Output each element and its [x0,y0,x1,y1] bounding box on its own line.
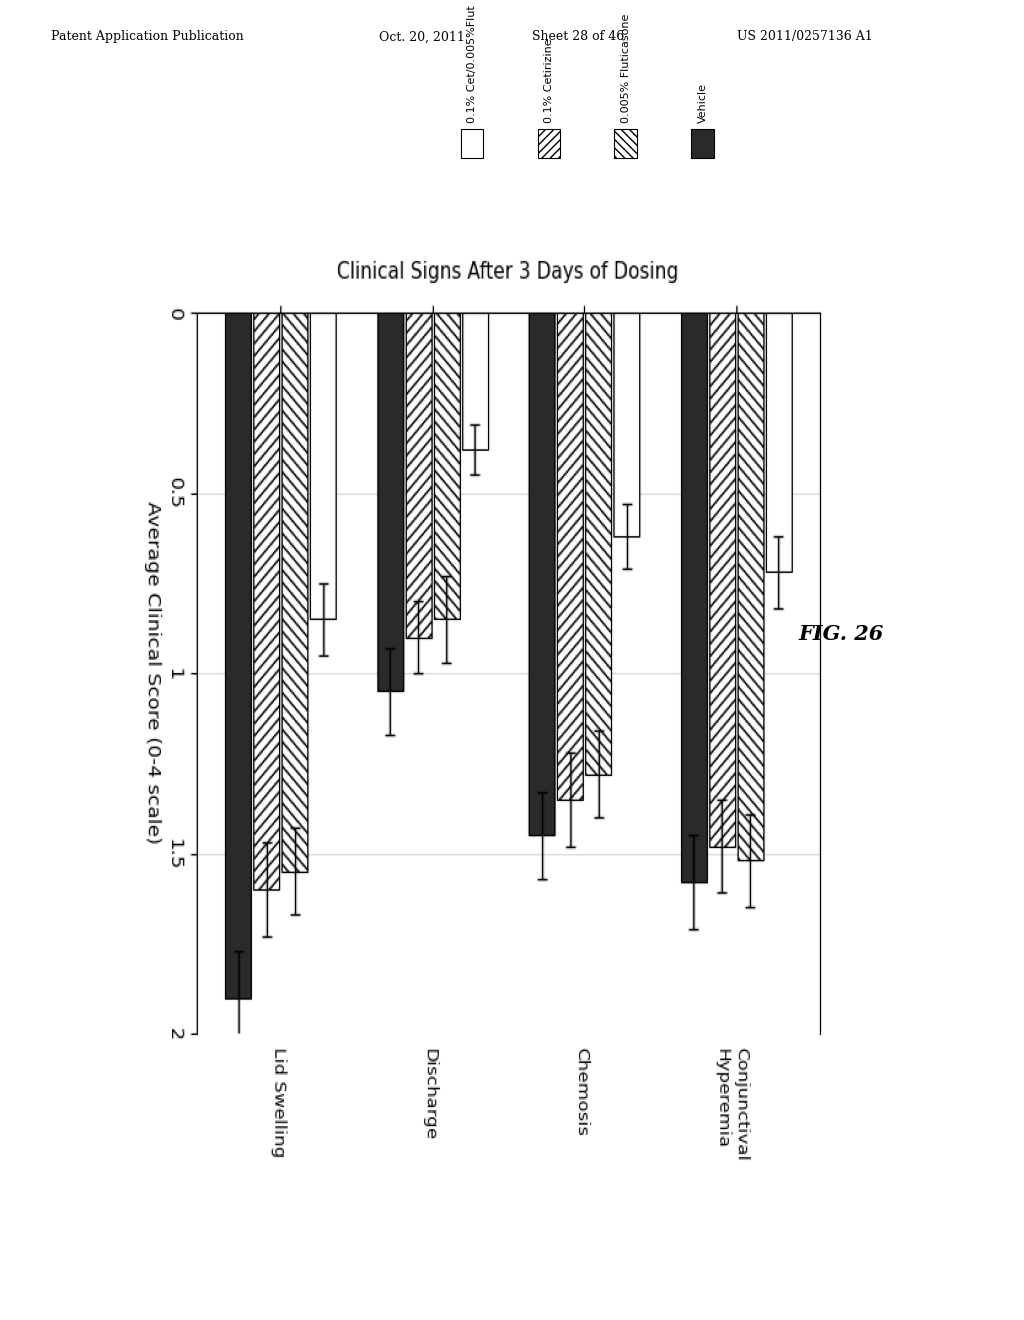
Text: FIG. 26: FIG. 26 [799,623,884,644]
Text: US 2011/0257136 A1: US 2011/0257136 A1 [737,30,873,44]
Text: Vehicle: Vehicle [697,83,708,123]
Text: 0.1% Cet/0.005%Flut: 0.1% Cet/0.005%Flut [467,5,477,123]
Text: Sheet 28 of 46: Sheet 28 of 46 [532,30,625,44]
Text: Oct. 20, 2011: Oct. 20, 2011 [379,30,465,44]
Text: 0.1% Cetirizine: 0.1% Cetirizine [544,38,554,123]
Text: 0.005% Fluticasone: 0.005% Fluticasone [621,13,631,123]
Text: Patent Application Publication: Patent Application Publication [51,30,244,44]
